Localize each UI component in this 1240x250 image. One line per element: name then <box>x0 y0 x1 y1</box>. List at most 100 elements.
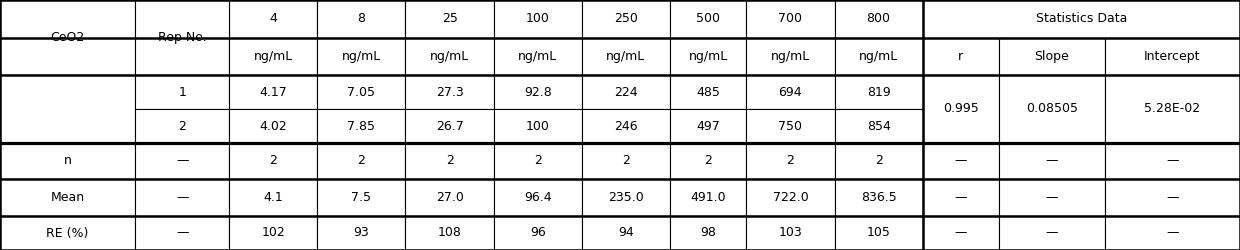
Bar <box>582 216 670 250</box>
Text: 4.17: 4.17 <box>259 86 288 98</box>
Text: —: — <box>1166 154 1179 168</box>
Bar <box>494 75 582 109</box>
Text: 819: 819 <box>867 86 890 98</box>
Text: 93: 93 <box>353 226 370 239</box>
Bar <box>835 179 923 216</box>
Bar <box>229 143 317 179</box>
Text: 2: 2 <box>704 154 712 168</box>
Text: —: — <box>1166 226 1179 239</box>
Text: 4: 4 <box>269 12 278 26</box>
Text: 108: 108 <box>438 226 461 239</box>
Bar <box>1105 179 1240 216</box>
Bar <box>1105 216 1240 250</box>
Bar <box>582 109 670 143</box>
Bar <box>999 75 1105 143</box>
Text: ng/mL: ng/mL <box>688 50 728 63</box>
Text: 250: 250 <box>614 12 637 26</box>
Text: 497: 497 <box>697 120 720 132</box>
Text: 26.7: 26.7 <box>435 120 464 132</box>
Text: 7.85: 7.85 <box>347 120 376 132</box>
Bar <box>494 179 582 216</box>
Text: 485: 485 <box>696 86 720 98</box>
Bar <box>923 0 1240 38</box>
Bar <box>835 0 923 38</box>
Text: 98: 98 <box>701 226 715 239</box>
Text: 800: 800 <box>867 12 890 26</box>
Bar <box>582 0 670 38</box>
Text: 750: 750 <box>779 120 802 132</box>
Bar <box>923 179 999 216</box>
Bar <box>229 179 317 216</box>
Text: —: — <box>176 154 188 168</box>
Text: —: — <box>955 154 967 168</box>
Text: 2: 2 <box>874 154 883 168</box>
Text: 4.1: 4.1 <box>263 191 283 204</box>
Text: n: n <box>63 154 72 168</box>
Text: 1: 1 <box>179 86 186 98</box>
Bar <box>229 38 317 75</box>
Bar <box>670 109 746 143</box>
Bar <box>0 0 135 75</box>
Text: Rep No.: Rep No. <box>157 31 207 44</box>
Text: 94: 94 <box>618 226 634 239</box>
Text: —: — <box>176 226 188 239</box>
Bar <box>923 75 999 143</box>
Bar <box>1105 143 1240 179</box>
Bar <box>405 143 494 179</box>
Text: 4.02: 4.02 <box>259 120 288 132</box>
Text: —: — <box>1045 191 1058 204</box>
Bar <box>317 38 405 75</box>
Bar <box>135 216 229 250</box>
Bar <box>670 216 746 250</box>
Bar <box>494 109 582 143</box>
Text: ng/mL: ng/mL <box>430 50 469 63</box>
Text: CeO2: CeO2 <box>51 31 84 44</box>
Text: ng/mL: ng/mL <box>859 50 898 63</box>
Bar <box>405 75 494 109</box>
Text: 100: 100 <box>526 120 549 132</box>
Text: 92.8: 92.8 <box>523 86 552 98</box>
Text: 2: 2 <box>533 154 542 168</box>
Bar <box>229 109 317 143</box>
Bar <box>670 179 746 216</box>
Text: Statistics Data: Statistics Data <box>1035 12 1127 26</box>
Bar <box>1105 38 1240 75</box>
Bar <box>494 143 582 179</box>
Bar <box>746 109 835 143</box>
Text: —: — <box>1045 226 1058 239</box>
Text: —: — <box>1166 191 1179 204</box>
Text: 7.5: 7.5 <box>351 191 372 204</box>
Bar <box>405 38 494 75</box>
Text: 0.995: 0.995 <box>942 102 978 116</box>
Bar <box>135 109 229 143</box>
Bar <box>317 109 405 143</box>
Bar <box>999 38 1105 75</box>
Text: 2: 2 <box>786 154 795 168</box>
Text: 2: 2 <box>445 154 454 168</box>
Text: 2: 2 <box>179 120 186 132</box>
Text: 235.0: 235.0 <box>608 191 644 204</box>
Bar <box>582 179 670 216</box>
Text: Slope: Slope <box>1034 50 1069 63</box>
Bar <box>1105 75 1240 143</box>
Text: 105: 105 <box>867 226 890 239</box>
Text: 27.3: 27.3 <box>435 86 464 98</box>
Bar <box>835 38 923 75</box>
Text: 8: 8 <box>357 12 366 26</box>
Text: ng/mL: ng/mL <box>771 50 810 63</box>
Text: ng/mL: ng/mL <box>254 50 293 63</box>
Bar <box>746 75 835 109</box>
Bar <box>494 0 582 38</box>
Bar <box>746 179 835 216</box>
Text: ng/mL: ng/mL <box>342 50 381 63</box>
Text: 5.28E-02: 5.28E-02 <box>1145 102 1200 116</box>
Text: r: r <box>959 50 963 63</box>
Bar <box>835 216 923 250</box>
Bar <box>582 38 670 75</box>
Text: 27.0: 27.0 <box>435 191 464 204</box>
Bar <box>229 75 317 109</box>
Text: 491.0: 491.0 <box>691 191 725 204</box>
Bar <box>835 75 923 109</box>
Text: Mean: Mean <box>51 191 84 204</box>
Text: RE (%): RE (%) <box>46 226 89 239</box>
